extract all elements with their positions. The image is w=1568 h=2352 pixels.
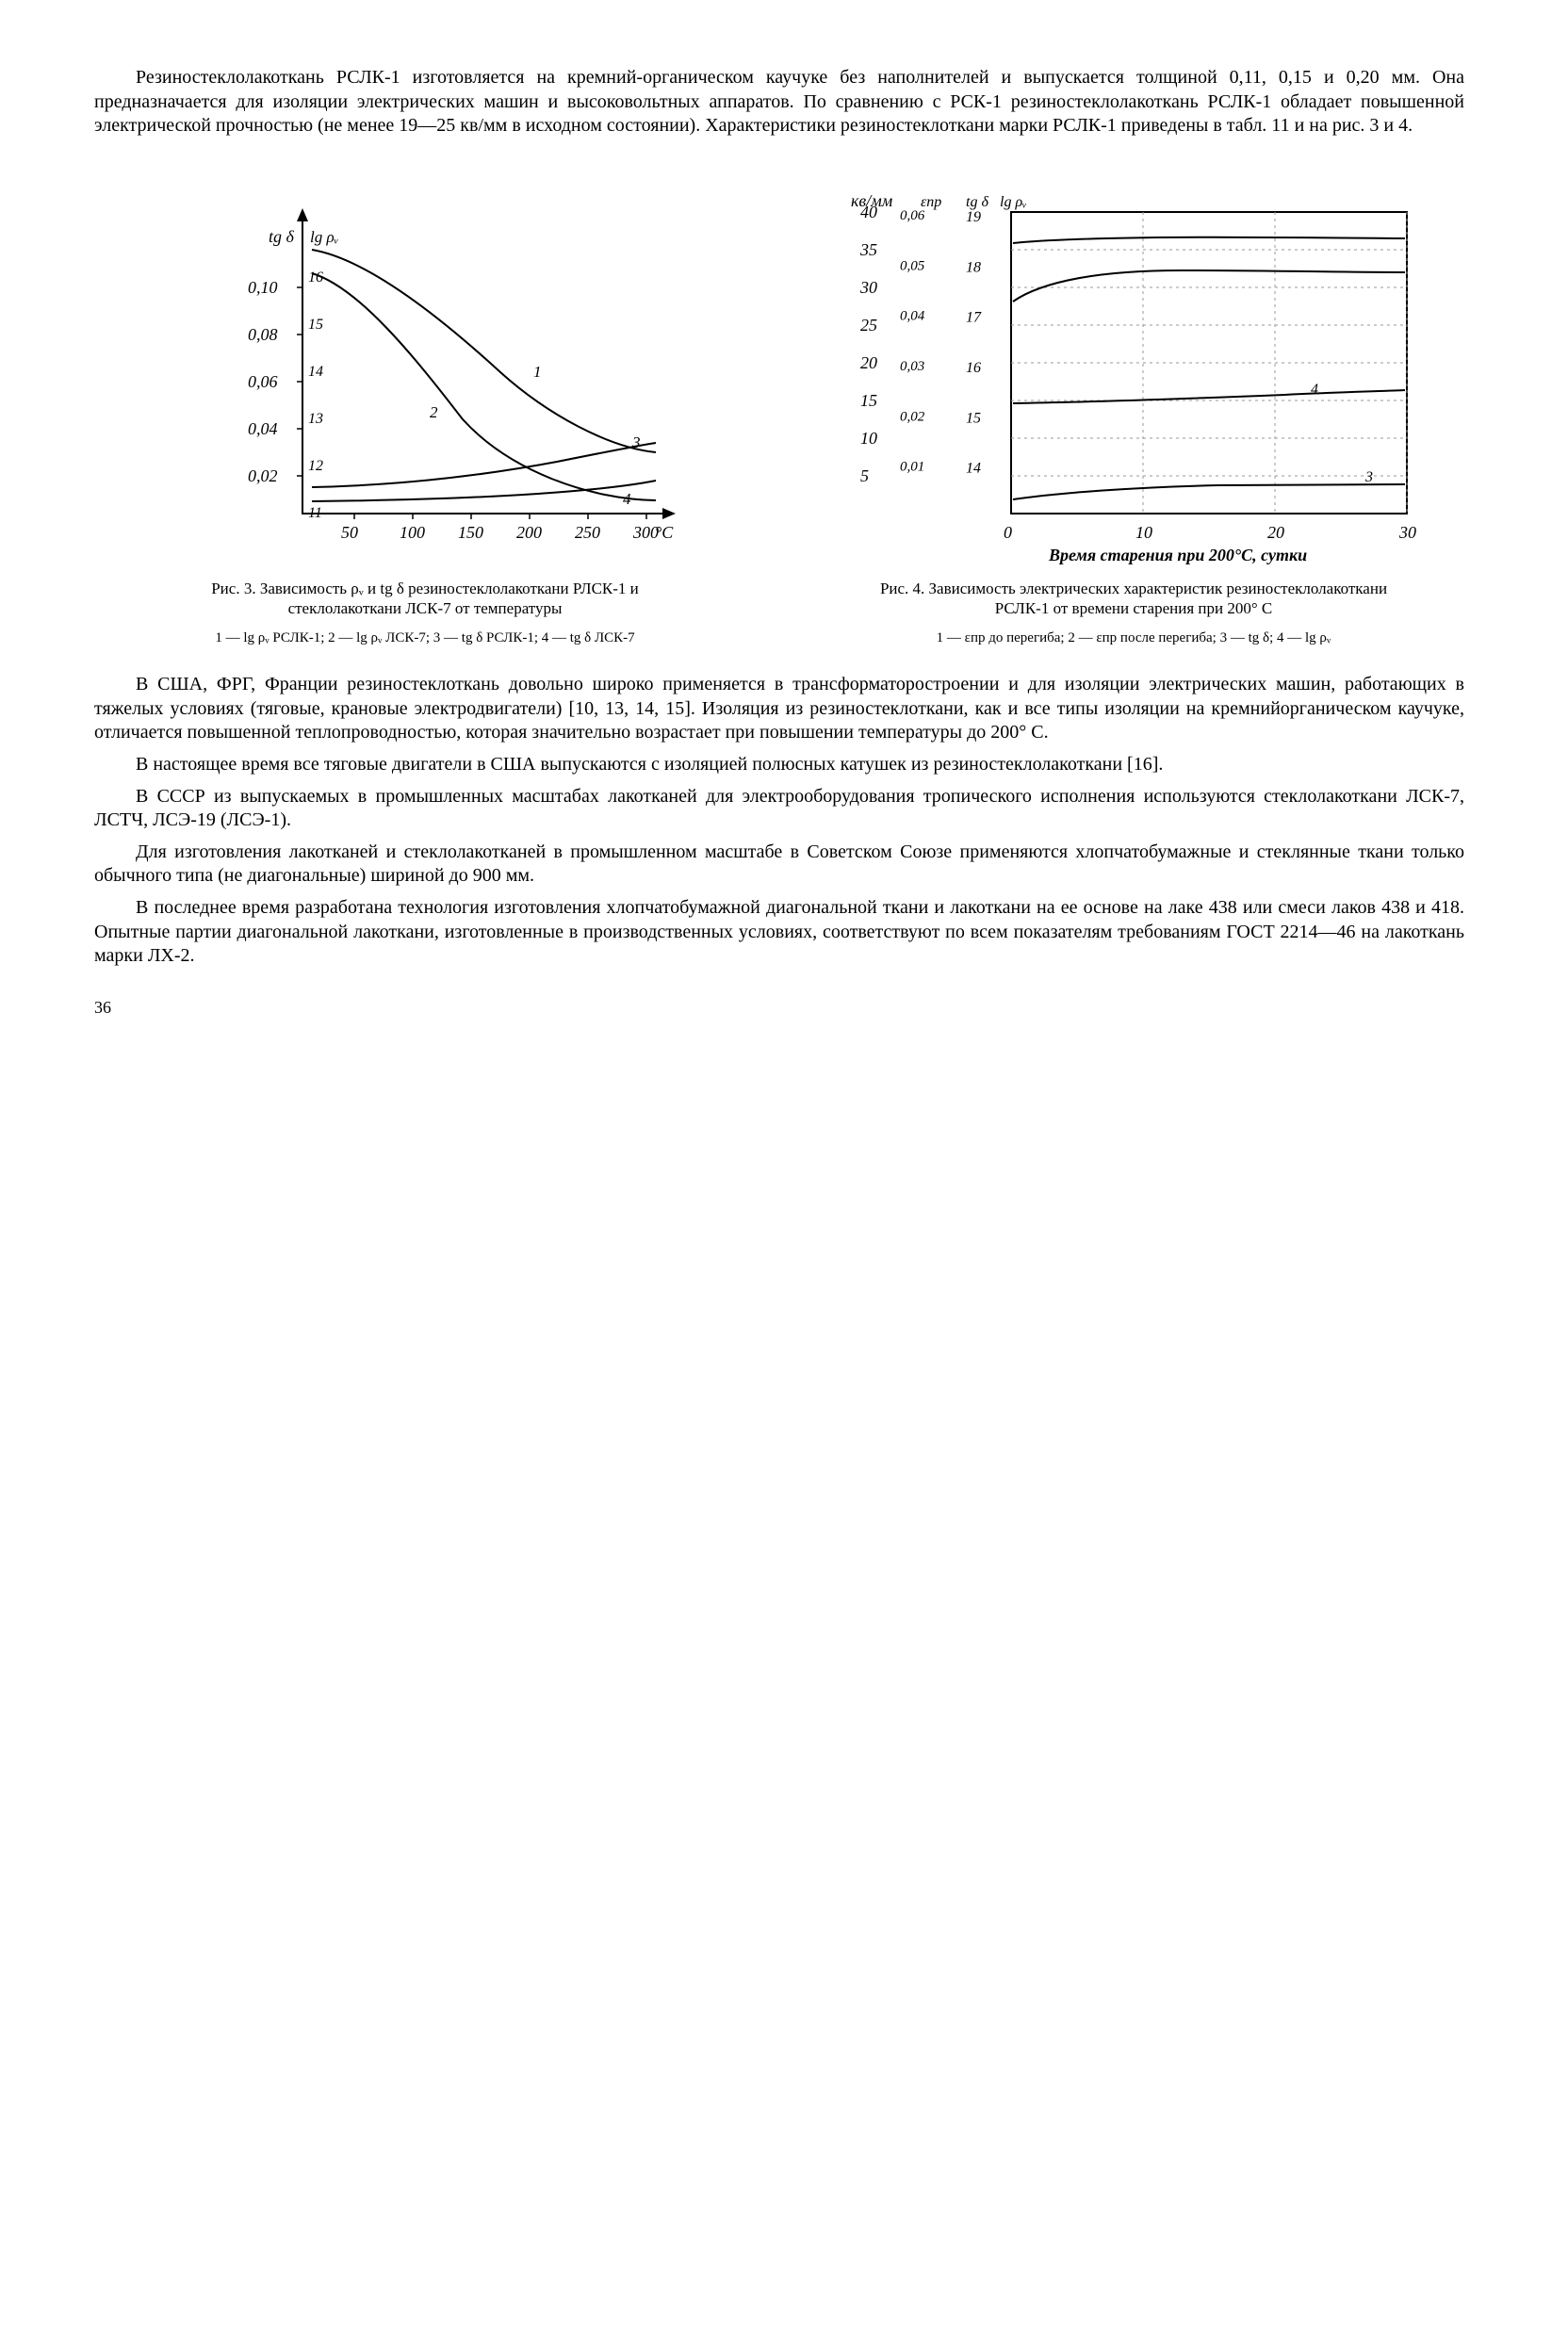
svg-text:3: 3 <box>1364 469 1373 485</box>
svg-text:50: 50 <box>341 523 358 542</box>
svg-text:10: 10 <box>860 429 877 448</box>
svg-text:250: 250 <box>575 523 600 542</box>
svg-text:0,06: 0,06 <box>248 372 278 391</box>
svg-text:0: 0 <box>1004 523 1012 542</box>
svg-text:0,04: 0,04 <box>900 308 925 323</box>
svg-text:30: 30 <box>1398 523 1416 542</box>
curve-1 <box>312 250 656 452</box>
svg-text:0,08: 0,08 <box>248 325 278 344</box>
figure-3: 0,100,080,060,040,02161514131211tg δlg ρ… <box>94 165 756 654</box>
svg-text:150: 150 <box>458 523 483 542</box>
curve-2 <box>1013 270 1405 302</box>
svg-text:0,01: 0,01 <box>900 459 924 474</box>
svg-text:10: 10 <box>1135 523 1152 542</box>
paragraph-5: Для изготовления лакотканей и стеклолако… <box>94 841 1464 889</box>
svg-text:0,04: 0,04 <box>248 419 278 438</box>
svg-text:14: 14 <box>308 364 323 380</box>
curve-3 <box>312 443 656 487</box>
svg-text:25: 25 <box>860 316 877 335</box>
svg-text:1: 1 <box>533 363 542 381</box>
svg-text:15: 15 <box>860 391 877 410</box>
svg-text:19: 19 <box>966 209 981 225</box>
svg-text:13: 13 <box>308 411 323 427</box>
figure-4-chart: 4035302520151050,060,050,040,030,020,011… <box>841 165 1426 570</box>
svg-text:17: 17 <box>966 309 982 325</box>
svg-text:3: 3 <box>631 433 641 451</box>
figure-3-chart: 0,100,080,060,040,02161514131211tg δlg ρ… <box>161 165 689 570</box>
svg-text:15: 15 <box>966 410 981 426</box>
curve-4 <box>312 481 656 501</box>
svg-text:12: 12 <box>308 458 323 474</box>
paragraph-6: В последнее время разработана технология… <box>94 896 1464 969</box>
svg-text:0,10: 0,10 <box>248 278 278 297</box>
svg-text:кв/мм: кв/мм <box>851 191 893 210</box>
svg-text:0,03: 0,03 <box>900 359 924 374</box>
svg-text:0,05: 0,05 <box>900 258 925 273</box>
curve-4 <box>1013 390 1405 403</box>
svg-text:Время старения при 200°C, сутк: Время старения при 200°C, сутки <box>1048 546 1307 564</box>
svg-text:0,02: 0,02 <box>900 409 925 424</box>
svg-text:tg δ: tg δ <box>269 227 295 246</box>
svg-text:5: 5 <box>860 466 869 485</box>
svg-text:18: 18 <box>966 259 981 275</box>
svg-text:εпр: εпр <box>921 194 941 210</box>
svg-text:tg δ: tg δ <box>966 194 988 210</box>
svg-text:16: 16 <box>966 360 981 376</box>
svg-text:100: 100 <box>400 523 425 542</box>
svg-text:0,02: 0,02 <box>248 466 278 485</box>
curve-2 <box>312 273 656 500</box>
svg-text:14: 14 <box>966 460 981 476</box>
paragraph-4: В СССР из выпускаемых в промышленных мас… <box>94 785 1464 833</box>
svg-text:0,06: 0,06 <box>900 208 925 223</box>
svg-text:200: 200 <box>516 523 542 542</box>
svg-text:20: 20 <box>1267 523 1284 542</box>
svg-text:2: 2 <box>430 403 438 421</box>
figures-row: 0,100,080,060,040,02161514131211tg δlg ρ… <box>94 165 1464 654</box>
svg-text:4: 4 <box>1311 382 1318 398</box>
svg-text:lg ρᵥ: lg ρᵥ <box>1000 194 1027 210</box>
svg-text:30: 30 <box>859 278 877 297</box>
svg-text:15: 15 <box>308 317 323 333</box>
svg-text:35: 35 <box>859 240 877 259</box>
figure-3-legend: 1 — lg ρᵥ РСЛК-1; 2 — lg ρᵥ ЛСК-7; 3 — t… <box>215 629 634 646</box>
curve-3 <box>1013 484 1405 499</box>
paragraph-1: Резиностеклолакоткань РСЛК-1 изготовляет… <box>94 66 1464 139</box>
svg-text:lg ρᵥ: lg ρᵥ <box>310 228 338 246</box>
page-number: 36 <box>94 997 1464 1019</box>
paragraph-3: В настоящее время все тяговые двигатели … <box>94 753 1464 777</box>
figure-3-caption: Рис. 3. Зависимость ρᵥ и tg δ резиностек… <box>161 580 689 618</box>
svg-text:20: 20 <box>860 353 877 372</box>
svg-text:4: 4 <box>623 490 631 508</box>
svg-text:°C: °C <box>655 523 674 542</box>
paragraph-2: В США, ФРГ, Франции резиностеклоткань до… <box>94 673 1464 745</box>
svg-text:11: 11 <box>308 505 322 521</box>
curve-1 <box>1013 237 1405 243</box>
figure-4-legend: 1 — εпр до перегиба; 2 — εпр после перег… <box>937 629 1331 646</box>
figure-4-caption: Рис. 4. Зависимость электрических характ… <box>870 580 1397 618</box>
figure-4: 4035302520151050,060,050,040,030,020,011… <box>803 165 1464 654</box>
